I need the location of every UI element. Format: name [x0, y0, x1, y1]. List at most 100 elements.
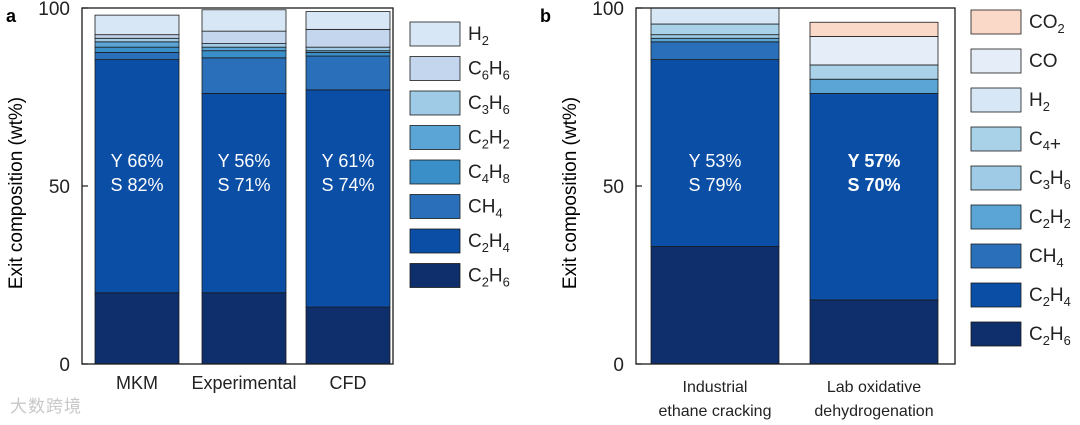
- panel-b-bars: Y 53% S 79% Y 57% S 70%: [650, 7, 939, 365]
- legend-label-c2h6: C2H6: [1029, 324, 1071, 348]
- legend-swatch-c2h6: [970, 321, 1022, 347]
- y-tick-label: 0: [59, 355, 70, 376]
- legend-label-h2: H2: [1029, 90, 1050, 114]
- panel-a: a Exit composition (wt%) Y 66% S 82% Y 56%…: [6, 0, 510, 393]
- bar-segment-co-2: [809, 36, 939, 66]
- x-tick-label: dehydrogenation: [814, 403, 933, 420]
- legend-swatch-ch4: [409, 194, 461, 219]
- bar-segment-ch4-1: [94, 52, 180, 61]
- bar-segment-co2-2: [809, 21, 939, 37]
- legend-swatch-c2h2: [970, 204, 1022, 230]
- legend-swatch-c2h2: [409, 125, 461, 150]
- bar-segment-ch4-2: [201, 57, 287, 94]
- bar-segment-c2h4-1: [650, 59, 780, 247]
- yield-label: Y 61%: [322, 151, 375, 171]
- bar-segment-c3h6-1: [94, 37, 180, 43]
- x-tick-label: Experimental: [191, 373, 296, 393]
- bar-segment-c2h4-1: [94, 59, 180, 294]
- y-tick-label: 0: [613, 355, 624, 376]
- bar-segment-c2h6-2: [809, 299, 939, 365]
- legend-swatch-co2: [970, 9, 1022, 35]
- bar-segment-c3h6-1: [650, 34, 780, 39]
- legend-label-ch4: CH4: [1029, 246, 1064, 270]
- bar-segment-c6h6-2: [201, 30, 287, 44]
- legend-label-c2h2: C2H2: [1029, 207, 1071, 231]
- legend-swatch-c6h6: [409, 56, 461, 81]
- legend-swatch-co: [970, 48, 1022, 74]
- bar-segment-ch4-1: [650, 41, 780, 61]
- legend-label-c2h2: C2H2: [468, 128, 510, 152]
- panel-a-label: a: [6, 6, 17, 26]
- bar-segment-c6h6-1: [94, 34, 180, 39]
- bar-segment-c3h6-2: [201, 43, 287, 48]
- legend-label-c3h6: C3H6: [468, 93, 510, 117]
- y-tick-label: 100: [592, 0, 624, 20]
- bar-segment-c2h4-2: [809, 93, 939, 301]
- bar-segment-h2-1: [650, 7, 780, 25]
- x-tick-label: Industrial: [683, 379, 748, 396]
- selectivity-label: S 70%: [847, 175, 900, 195]
- legend-label-c6h6: C6H6: [468, 59, 510, 83]
- bar-segment-c2h2-2: [201, 46, 287, 52]
- legend-label-c2h4: C2H4: [1029, 285, 1071, 309]
- legend-swatch-c3h6: [970, 165, 1022, 191]
- bar-segment-c4plus-2: [809, 64, 939, 80]
- y-tick-label: 50: [49, 177, 70, 198]
- yield-label: Y 57%: [848, 151, 901, 171]
- yield-label: Y 56%: [218, 151, 271, 171]
- bar-segment-c2h4-2: [201, 93, 287, 294]
- bar-segment-c4h8-3: [305, 52, 391, 57]
- bar-segment-c2h2-2: [809, 78, 939, 94]
- x-tick-label: ethane cracking: [659, 403, 772, 420]
- x-tick-label: CFD: [330, 373, 367, 393]
- y-tick-label: 100: [38, 0, 70, 20]
- selectivity-label: S 79%: [688, 175, 741, 195]
- legend-label-c2h4: C2H4: [468, 231, 510, 255]
- watermark-logo: 大数跨境: [10, 397, 82, 417]
- bar-segment-c2h4-3: [305, 89, 391, 308]
- selectivity-label: S 74%: [321, 175, 374, 195]
- x-tick-label: Lab oxidative: [827, 379, 921, 396]
- bar-segment-c3h6-3: [305, 46, 391, 52]
- legend-swatch-c4h8: [409, 159, 461, 185]
- selectivity-label: S 82%: [110, 175, 163, 195]
- bar-segment-c2h6-1: [650, 246, 780, 365]
- bar-segment-h2-1: [94, 14, 180, 36]
- legend-label-c3h6: C3H6: [1029, 168, 1071, 192]
- legend-swatch-h2: [970, 87, 1022, 113]
- legend-swatch-c2h4: [409, 228, 461, 254]
- legend-label-c4plus: C4+: [1029, 129, 1061, 155]
- legend-swatch-ch4: [970, 243, 1022, 269]
- panel-a-legend: H2 C6H6 C3H6 C2H2 C4H8 CH4 C2H4 C2H6: [409, 21, 510, 290]
- bar-segment-c4h8-1: [94, 46, 180, 53]
- yield-label: Y 66%: [111, 151, 164, 171]
- panel-b: b Exit composition (wt%) Y 53% S 79% Y 57%…: [540, 0, 1071, 420]
- bar-segment-c2h2-1: [650, 37, 780, 43]
- panel-a-y-axis-label: Exit composition (wt%): [6, 97, 27, 289]
- legend-label-co2: CO2: [1029, 12, 1065, 36]
- legend-swatch-c4plus: [970, 126, 1022, 152]
- yield-label: Y 53%: [689, 151, 742, 171]
- legend-label-h2: H2: [468, 24, 489, 48]
- bar-segment-h2-3: [305, 11, 391, 30]
- legend-swatch-c3h6: [409, 90, 461, 116]
- bar-segment-c6h6-3: [305, 28, 391, 48]
- panel-b-label: b: [540, 6, 551, 26]
- legend-label-c4h8: C4H8: [468, 162, 510, 186]
- panel-b-axes: Industrial ethane cracking Lab oxidative de…: [592, 0, 956, 420]
- legend-swatch-c2h6: [409, 263, 461, 288]
- selectivity-label: S 71%: [217, 175, 270, 195]
- bar-segment-c4h8-2: [201, 50, 287, 59]
- legend-label-co: CO: [1029, 51, 1058, 72]
- legend-label-c2h6: C2H6: [468, 266, 510, 290]
- bar-segment-c2h6-1: [94, 292, 180, 365]
- panel-b-y-axis-label: Exit composition (wt%): [560, 97, 581, 289]
- bar-segment-c2h6-3: [305, 306, 391, 365]
- bar-segment-c4plus-1: [650, 23, 780, 36]
- bar-segment-ch4-3: [305, 55, 391, 91]
- bar-segment-c2h2-1: [94, 41, 180, 48]
- legend-label-ch4: CH4: [468, 197, 503, 221]
- x-tick-label: MKM: [116, 373, 158, 393]
- panel-a-axes: MKM Experimental CFD 0 50 100: [38, 0, 394, 393]
